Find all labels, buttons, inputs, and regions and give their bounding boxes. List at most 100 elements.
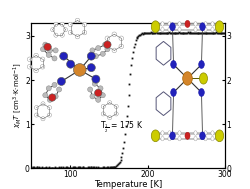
Circle shape [170, 132, 175, 140]
Circle shape [178, 136, 181, 141]
Circle shape [102, 42, 108, 47]
Circle shape [185, 132, 190, 139]
Circle shape [151, 130, 160, 142]
Circle shape [34, 113, 38, 117]
Circle shape [108, 101, 112, 105]
Circle shape [168, 136, 171, 141]
Circle shape [27, 64, 32, 69]
Circle shape [211, 27, 214, 32]
Circle shape [100, 51, 105, 56]
Circle shape [47, 97, 52, 102]
Circle shape [27, 57, 32, 62]
Circle shape [114, 112, 118, 116]
Circle shape [48, 113, 52, 117]
Circle shape [75, 34, 80, 39]
Circle shape [105, 47, 110, 52]
Circle shape [215, 21, 224, 33]
Circle shape [211, 22, 214, 26]
Circle shape [98, 86, 103, 91]
Circle shape [63, 28, 68, 32]
Circle shape [105, 36, 110, 41]
Circle shape [199, 88, 204, 96]
Circle shape [119, 44, 124, 49]
Circle shape [43, 93, 48, 98]
Circle shape [215, 130, 224, 142]
Circle shape [168, 131, 171, 135]
Circle shape [161, 136, 164, 141]
Circle shape [161, 27, 164, 32]
Circle shape [94, 89, 102, 97]
Circle shape [53, 48, 58, 53]
Circle shape [60, 52, 68, 60]
Circle shape [105, 44, 110, 49]
Circle shape [96, 46, 101, 51]
Circle shape [54, 33, 58, 37]
Circle shape [178, 27, 181, 32]
Circle shape [40, 47, 46, 52]
Circle shape [44, 43, 51, 51]
Circle shape [161, 22, 164, 26]
Circle shape [101, 112, 105, 116]
Circle shape [204, 22, 207, 26]
Circle shape [34, 105, 38, 110]
Circle shape [194, 131, 197, 135]
Circle shape [87, 64, 95, 72]
Circle shape [171, 60, 176, 68]
Circle shape [112, 48, 116, 53]
Circle shape [108, 116, 112, 120]
Circle shape [119, 36, 124, 41]
Circle shape [46, 86, 51, 91]
Circle shape [54, 22, 58, 26]
Circle shape [34, 53, 38, 58]
Circle shape [114, 104, 118, 108]
Circle shape [82, 30, 87, 35]
Circle shape [51, 28, 55, 32]
Circle shape [34, 68, 38, 73]
Circle shape [194, 27, 197, 32]
Text: T$_{\frac{1}{2}}$ = 175 K: T$_{\frac{1}{2}}$ = 175 K [100, 120, 144, 135]
Circle shape [183, 72, 192, 85]
Circle shape [194, 22, 197, 26]
Circle shape [43, 42, 48, 47]
Circle shape [46, 53, 51, 57]
Circle shape [66, 60, 74, 68]
Circle shape [41, 117, 45, 121]
Circle shape [93, 54, 98, 59]
Circle shape [75, 18, 80, 23]
Circle shape [104, 41, 111, 48]
Circle shape [200, 23, 205, 31]
Circle shape [48, 105, 52, 110]
Circle shape [194, 136, 197, 141]
Circle shape [74, 64, 86, 76]
Circle shape [168, 27, 171, 32]
Circle shape [100, 93, 105, 98]
Circle shape [90, 48, 95, 53]
Circle shape [178, 131, 181, 135]
Circle shape [52, 56, 57, 61]
Circle shape [185, 20, 190, 27]
Circle shape [178, 22, 181, 26]
Circle shape [68, 22, 73, 27]
Circle shape [112, 32, 116, 37]
Circle shape [211, 131, 214, 135]
Circle shape [204, 131, 207, 135]
Circle shape [92, 75, 100, 83]
Circle shape [161, 131, 164, 135]
Circle shape [171, 88, 176, 96]
Circle shape [58, 77, 66, 85]
Circle shape [60, 33, 64, 37]
Circle shape [88, 87, 93, 92]
Circle shape [40, 64, 45, 69]
Circle shape [87, 52, 95, 60]
Circle shape [200, 73, 207, 84]
Circle shape [90, 94, 95, 99]
Circle shape [41, 102, 45, 106]
Y-axis label: $\chi_M T$ [cm$^3$·K·mol$^{-1}$]: $\chi_M T$ [cm$^3$·K·mol$^{-1}$] [11, 63, 24, 128]
Circle shape [170, 23, 175, 31]
Circle shape [168, 22, 171, 26]
Circle shape [53, 94, 58, 99]
Circle shape [47, 48, 52, 53]
Circle shape [204, 136, 207, 141]
Circle shape [56, 87, 62, 92]
Circle shape [211, 136, 214, 141]
